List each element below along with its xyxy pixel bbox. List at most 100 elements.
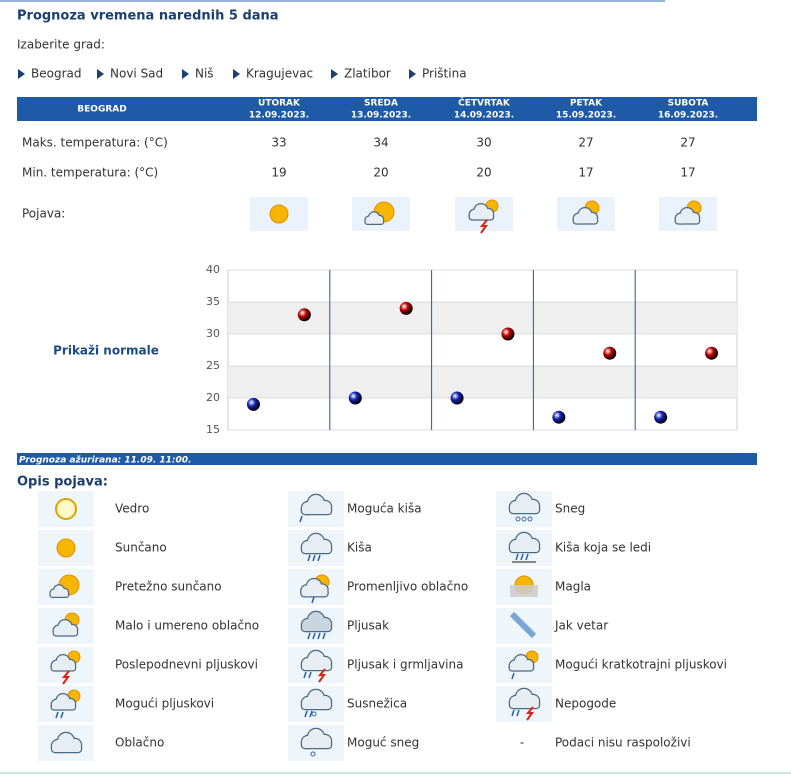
- city-link[interactable]: Novi Sad: [110, 67, 163, 81]
- normals-link[interactable]: Prikaži normale: [53, 344, 159, 358]
- legend-label: Malo i umereno oblačno: [115, 619, 259, 633]
- row-label: Pojava:: [22, 207, 65, 221]
- weather-icon: [572, 200, 600, 225]
- y-tick-label: 15: [206, 423, 220, 436]
- min-temp: 19: [271, 166, 286, 180]
- grid-band: [228, 366, 737, 398]
- cloud: [51, 703, 75, 710]
- select-label: Izaberite grad:: [17, 38, 105, 52]
- bolt: [479, 219, 488, 234]
- rain: [60, 711, 64, 719]
- legend-label: Jak vetar: [554, 619, 608, 633]
- legend-title: Opis pojava:: [17, 475, 108, 490]
- rain: [322, 632, 326, 640]
- city-link[interactable]: Niš: [195, 67, 214, 81]
- legend-label: Sneg: [555, 502, 585, 516]
- data-point: [450, 391, 464, 405]
- plot-area: [227, 269, 738, 431]
- city-link[interactable]: Zlatibor: [344, 67, 391, 81]
- rain: [311, 596, 315, 604]
- rain: [511, 672, 515, 680]
- max-temp: 30: [476, 136, 491, 150]
- cloud: [675, 217, 699, 224]
- city-link[interactable]: Priština: [422, 67, 467, 81]
- weather-icon: [364, 201, 395, 226]
- rain: [317, 554, 321, 562]
- rain: [520, 553, 524, 561]
- cloud: [52, 745, 81, 752]
- city-header: BEOGRAD: [77, 105, 126, 115]
- weather-icon: [300, 727, 333, 757]
- weather-icon: [269, 204, 289, 224]
- snow: [527, 516, 533, 522]
- data-point: [399, 301, 413, 315]
- snow: [521, 516, 527, 522]
- cloud: [302, 507, 331, 514]
- weather-icon: [55, 498, 77, 520]
- legend-label: Mogući pljuskovi: [115, 697, 214, 711]
- data-point: [297, 308, 311, 322]
- legend-symbol: -: [520, 736, 524, 750]
- legend-label: Pretežno sunčano: [115, 580, 222, 594]
- snow: [515, 516, 521, 522]
- legend-label: Pljusak i grmljavina: [347, 658, 463, 672]
- weather-icon: [509, 611, 537, 639]
- legend-label: Promenljivo oblačno: [347, 580, 468, 594]
- y-tick-label: 25: [206, 359, 220, 372]
- cloud: [50, 592, 68, 597]
- legend-label: Pljusak: [347, 619, 389, 633]
- data-point: [501, 327, 515, 341]
- wind: [509, 611, 537, 639]
- weather-icon: [50, 650, 81, 685]
- legend-label: Kiša: [347, 541, 372, 555]
- weather-icon: [300, 649, 333, 683]
- data-point: [705, 346, 719, 360]
- cloud: [510, 506, 539, 513]
- legend-label: Poslepodnevni pljuskovi: [115, 658, 258, 672]
- data-point: [246, 397, 260, 411]
- legend-label: Moguća kiša: [347, 502, 422, 516]
- city-link[interactable]: Beograd: [31, 67, 81, 81]
- city-arrow: [97, 69, 104, 79]
- legend-label: Sunčano: [115, 541, 167, 555]
- snow: [311, 711, 317, 717]
- cloud: [573, 217, 597, 224]
- update-note: Prognoza ažurirana: 11.09. 11:00.: [19, 456, 191, 466]
- y-tick-label: 35: [206, 295, 220, 308]
- weather-icon: [508, 492, 541, 522]
- weather-icon: [508, 650, 539, 680]
- data-point: [552, 410, 566, 424]
- cloud: [302, 663, 331, 670]
- bolt: [61, 670, 70, 685]
- data-point: [654, 410, 668, 424]
- page-title: Prognoza vremena narednih 5 dana: [17, 9, 279, 24]
- cloud: [510, 545, 539, 552]
- rain: [304, 710, 308, 718]
- row-label: Min. temperatura: (°C): [22, 166, 158, 180]
- data-point: [603, 346, 617, 360]
- city-arrow: [331, 69, 338, 79]
- sun: [269, 204, 289, 224]
- city-arrow: [18, 69, 25, 79]
- rain: [299, 515, 303, 523]
- cloud: [510, 701, 539, 708]
- legend-label: Mogući kratkotrajni pljuskovi: [555, 658, 727, 672]
- rain: [55, 711, 59, 719]
- rain: [308, 671, 312, 679]
- rain: [312, 554, 316, 562]
- legend-label: Magla: [555, 580, 591, 594]
- weather-icon: [300, 610, 333, 640]
- day-date: 13.09.2023.: [351, 111, 411, 121]
- weather-icon: [52, 612, 80, 637]
- table-header: [17, 97, 757, 121]
- cloud: [302, 624, 331, 631]
- row-label: Maks. temperatura: (°C): [22, 136, 168, 150]
- cloud: [469, 213, 493, 220]
- y-tick-label: 40: [206, 263, 220, 276]
- rain: [515, 553, 519, 561]
- weather-icon: [674, 200, 702, 225]
- cloud: [302, 702, 331, 709]
- weather-icon: [508, 687, 541, 721]
- city-link[interactable]: Kragujevac: [246, 67, 313, 81]
